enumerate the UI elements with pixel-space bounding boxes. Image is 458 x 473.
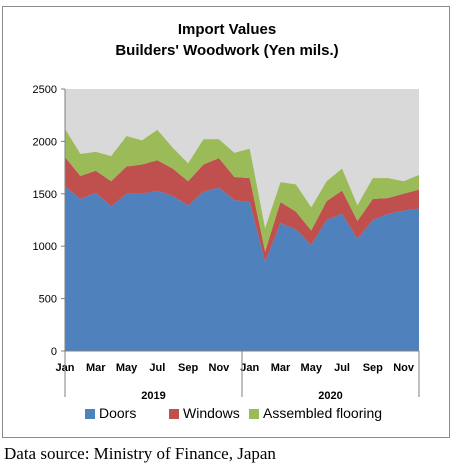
chart-frame: Import Values Builders' Woodwork (Yen mi…: [2, 6, 450, 438]
year-label: 2019: [141, 390, 165, 402]
data-source-note: Data source: Ministry of Finance, Japan: [4, 444, 276, 463]
x-tick-label: May: [116, 362, 138, 374]
x-tick-label: Nov: [209, 362, 231, 374]
y-tick-label: 2000: [33, 136, 57, 148]
area-series-windows: [65, 157, 419, 262]
chart-title: Import Values: [178, 21, 276, 38]
x-tick-label: Sep: [178, 362, 198, 374]
legend-label: Doors: [99, 405, 136, 421]
legend-label: Windows: [183, 405, 240, 421]
y-tick-label: 0: [51, 346, 57, 358]
x-axis-ticks: Jan Mar May Jul Sep Nov Jan Mar May Jul Sep Nov: [56, 362, 415, 374]
area-series-assembled-flooring: [65, 128, 419, 252]
legend-swatch: [249, 409, 259, 419]
year-label: 2020: [318, 390, 342, 402]
x-tick-label: Mar: [86, 362, 106, 374]
legend: Doors Windows Assembled flooring: [85, 405, 382, 421]
chart: Import Values Builders' Woodwork (Yen mi…: [33, 21, 420, 421]
x-tick-label: Nov: [393, 362, 415, 374]
x-tick-label: Sep: [363, 362, 383, 374]
y-tick-label: 1500: [33, 189, 57, 201]
chart-subtitle: Builders' Woodwork (Yen mils.): [115, 42, 338, 59]
year-labels: 2019 2020: [64, 351, 420, 402]
x-tick-label: Mar: [271, 362, 291, 374]
y-tick-label: 1000: [33, 241, 57, 253]
x-tick-label: Jul: [149, 362, 165, 374]
area-series-doors: [65, 186, 419, 351]
y-tick-label: 2500: [33, 84, 57, 96]
legend-swatch: [169, 409, 179, 419]
x-tick-label: Jul: [334, 362, 350, 374]
y-tick-label: 500: [39, 294, 57, 306]
x-tick-label: Jan: [240, 362, 259, 374]
legend-swatch: [85, 409, 95, 419]
legend-label: Assembled flooring: [263, 405, 382, 421]
y-axis-ticks: 0 500 1000 1500 2000 2500: [33, 84, 65, 358]
x-tick-label: May: [301, 362, 323, 374]
area-layers: [65, 128, 419, 351]
